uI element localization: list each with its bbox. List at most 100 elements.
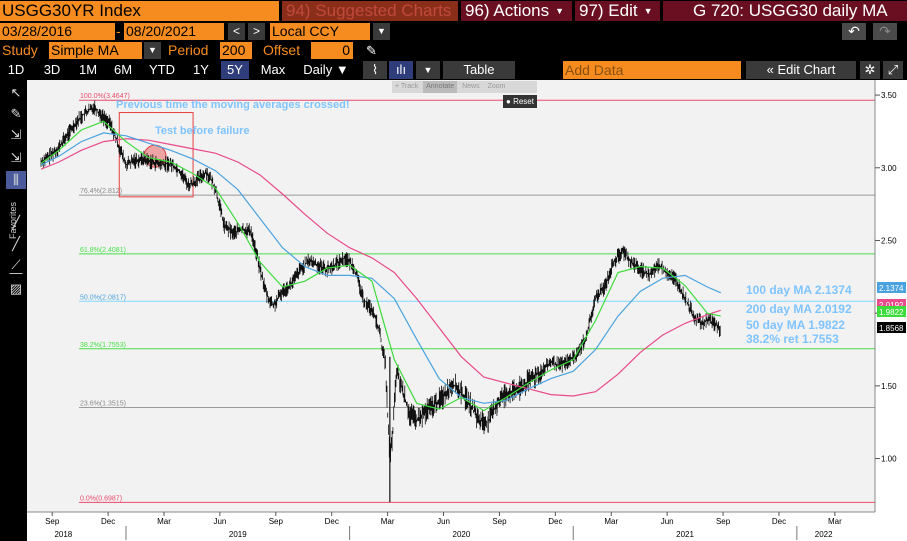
end-date-field[interactable]: 08/20/2021 xyxy=(124,23,224,40)
redo-icon[interactable]: ↷ xyxy=(873,23,897,40)
range-tool-icon[interactable]: ⫼ xyxy=(6,171,26,189)
ma-line-100 xyxy=(40,132,722,404)
x-tick-label: Mar xyxy=(604,517,618,526)
next-period-icon[interactable]: > xyxy=(248,23,265,40)
x-tick-label: Dec xyxy=(772,517,786,526)
reset-button[interactable]: ● Reset xyxy=(503,95,537,108)
range-ytd[interactable]: YTD xyxy=(149,62,175,77)
news-tool[interactable]: News xyxy=(462,83,480,90)
start-date-field[interactable]: 03/28/2016 xyxy=(0,23,115,40)
annotation-text: 100 day MA 2.1374 xyxy=(746,283,852,297)
caret-down-icon: ▼ xyxy=(643,6,653,16)
x-tick-label: Jun xyxy=(437,517,450,526)
y-tick-label: 1.50 xyxy=(881,382,897,391)
line-tool-icon[interactable]: ╱ xyxy=(12,215,20,230)
actions-label: 96) Actions xyxy=(465,1,550,20)
fib-label: 50.0%(2.0817) xyxy=(80,294,126,301)
study-select[interactable]: Simple MA xyxy=(49,42,142,59)
table-button[interactable]: Table xyxy=(443,61,515,79)
caret-down-icon: ▼ xyxy=(335,62,349,77)
annotation-text: Previous time the moving averages crosse… xyxy=(116,99,350,111)
settings-icon[interactable]: ✲ xyxy=(860,61,880,79)
annotation-text: 38.2% ret 1.7553 xyxy=(746,332,839,346)
edit-label: 97) Edit xyxy=(579,1,638,20)
range-1m[interactable]: 1M xyxy=(78,62,98,77)
edit-menu[interactable]: 97) Edit ▼ xyxy=(575,1,660,21)
range-1d[interactable]: 1D xyxy=(7,62,25,77)
trend-tool-icon[interactable]: ⇲ xyxy=(10,150,22,165)
range-6m[interactable]: 6M xyxy=(113,62,133,77)
fib-label: 23.6%(1.3515) xyxy=(80,400,126,407)
x-tick-label: Jun xyxy=(213,517,226,526)
value-label-box xyxy=(877,322,906,333)
bar-chart-icon[interactable]: ılı xyxy=(389,61,413,79)
reset-label: Reset xyxy=(513,97,534,106)
year-label: 2022 xyxy=(815,530,833,539)
currency-dropdown-icon[interactable]: ▼ xyxy=(373,23,390,40)
value-label-box xyxy=(877,299,906,310)
annotation-text: 200 day MA 2.0192 xyxy=(746,302,852,316)
x-tick-label: Jun xyxy=(661,517,674,526)
undo-icon[interactable]: ↶ xyxy=(842,23,866,40)
trend-tool-icon[interactable]: ⇲ xyxy=(10,127,22,142)
fib-label: 100.0%(3.4647) xyxy=(80,93,130,100)
x-tick-label: Dec xyxy=(101,517,115,526)
zoom-tool[interactable]: Zoom xyxy=(487,83,506,90)
period-label: Period xyxy=(168,42,209,58)
range-1y[interactable]: 1Y xyxy=(193,62,209,77)
range-5y[interactable]: 5Y xyxy=(221,61,249,79)
line-tool-icon[interactable]: — xyxy=(9,265,23,280)
plot-area xyxy=(27,80,875,512)
x-tick-label: Sep xyxy=(716,517,731,526)
y-tick-label: 2.50 xyxy=(881,236,897,245)
fib-label: 61.8%(2.4081) xyxy=(80,247,126,254)
edit-chart-label: Edit Chart xyxy=(777,62,836,77)
track-tool[interactable]: + Track xyxy=(395,83,419,90)
annotation-text: 50 day MA 1.9822 xyxy=(746,318,845,332)
reset-icon: ● xyxy=(506,97,511,106)
offset-input[interactable]: 0 xyxy=(311,42,353,59)
range-max[interactable]: Max xyxy=(260,62,286,77)
value-label: 1.9822 xyxy=(879,308,904,317)
fib-label: 0.0%(0.6987) xyxy=(80,495,122,502)
chart-type-dropdown-icon[interactable]: ▼ xyxy=(416,61,440,79)
annotate-tool[interactable]: Annotate xyxy=(423,81,458,93)
pencil-icon[interactable]: ✎ xyxy=(10,106,22,121)
actions-menu[interactable]: 96) Actions ▼ xyxy=(461,1,572,21)
edit-chart-button[interactable]: « Edit Chart xyxy=(746,61,856,79)
cursor-icon[interactable]: ↖ xyxy=(10,85,22,100)
y-tick-label: 3.00 xyxy=(881,164,897,173)
expand-icon[interactable]: ⤢ xyxy=(883,61,903,79)
x-tick-label: Mar xyxy=(381,517,395,526)
frequency-label: Daily xyxy=(303,62,333,77)
line-chart-icon[interactable]: ⌇ xyxy=(363,61,387,79)
value-label-box xyxy=(877,282,906,293)
year-label: 2019 xyxy=(229,530,247,539)
line-tool-icon[interactable]: ╱ xyxy=(12,236,20,251)
range-3d[interactable]: 3D xyxy=(43,62,61,77)
ma-line-200 xyxy=(40,138,721,397)
offset-label: Offset xyxy=(263,42,301,58)
chart-area[interactable]: 100.0%(3.4647) 76.4%(2.812) 61.8%(2.4081) 5… xyxy=(27,80,907,541)
currency-select[interactable]: Local CCY xyxy=(270,23,370,40)
marker-tool-icon[interactable]: ⟋ xyxy=(11,257,21,272)
value-label: 1.8568 xyxy=(879,324,904,333)
annotate-toolbar: + Track Annotate News Zoom xyxy=(392,81,537,93)
caret-down-icon: ▼ xyxy=(555,6,565,16)
frequency-select[interactable]: Daily ▼ xyxy=(296,61,356,79)
add-data-input[interactable]: Add Data xyxy=(563,61,741,79)
ticker-field[interactable]: USGG30YR Index xyxy=(0,1,279,21)
value-label-box xyxy=(877,306,906,317)
x-tick-label: Sep xyxy=(45,517,60,526)
prev-period-icon[interactable]: < xyxy=(228,23,245,40)
value-label: 2.0192 xyxy=(879,301,904,310)
x-tick-label: Sep xyxy=(492,517,507,526)
x-tick-label: Dec xyxy=(548,517,562,526)
pencil-icon[interactable]: ✎ xyxy=(366,43,377,58)
study-dropdown-icon[interactable]: ▼ xyxy=(144,42,161,59)
period-input[interactable]: 200 xyxy=(220,42,252,59)
x-tick-label: Mar xyxy=(157,517,171,526)
suggested-charts-button[interactable]: 94) Suggested Charts xyxy=(282,1,458,21)
chart-title: G 720: USGG30 daily MA xyxy=(663,1,907,21)
delete-icon[interactable]: ▨ xyxy=(9,281,23,296)
